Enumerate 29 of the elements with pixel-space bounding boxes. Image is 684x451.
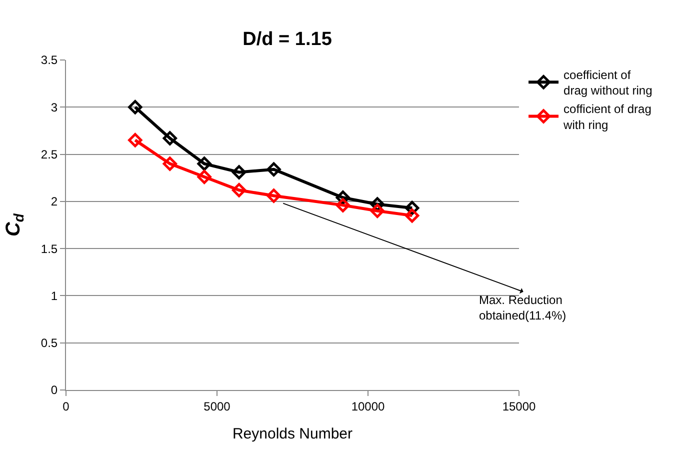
- legend-label: cofficient of drag with ring: [562, 102, 652, 132]
- chart-title: D/d = 1.15: [242, 28, 332, 50]
- point: [197, 170, 212, 184]
- y-tick-label: 0.5: [40, 336, 58, 350]
- point: [232, 165, 246, 180]
- y-tick-label: 1: [50, 288, 58, 303]
- y-tick-label: 2.5: [40, 147, 58, 162]
- annotation: Max. Reduction obtained(11.4%): [479, 293, 566, 323]
- point: [128, 133, 142, 148]
- y-tick-label: 0: [50, 383, 58, 398]
- y-tick-label: 1.5: [40, 242, 58, 256]
- y-tick-label: 3.5: [40, 53, 58, 68]
- point: [336, 198, 350, 212]
- point: [232, 183, 246, 198]
- x-axis-title: Reynolds Number: [232, 425, 353, 442]
- point: [162, 156, 177, 171]
- point: [266, 188, 281, 203]
- point: [197, 156, 212, 171]
- point: [266, 162, 281, 176]
- y-tick-label: 3: [50, 100, 58, 114]
- point: [404, 208, 420, 223]
- y-tick-label: 2: [50, 194, 58, 209]
- x-tick-label: 10000: [351, 399, 386, 414]
- x-tick-label: 15000: [502, 399, 536, 414]
- point: [162, 131, 177, 146]
- x-tick-label: 0: [62, 399, 70, 414]
- point: [128, 100, 142, 114]
- point: [370, 204, 384, 218]
- x-tick-label: 5000: [204, 399, 231, 414]
